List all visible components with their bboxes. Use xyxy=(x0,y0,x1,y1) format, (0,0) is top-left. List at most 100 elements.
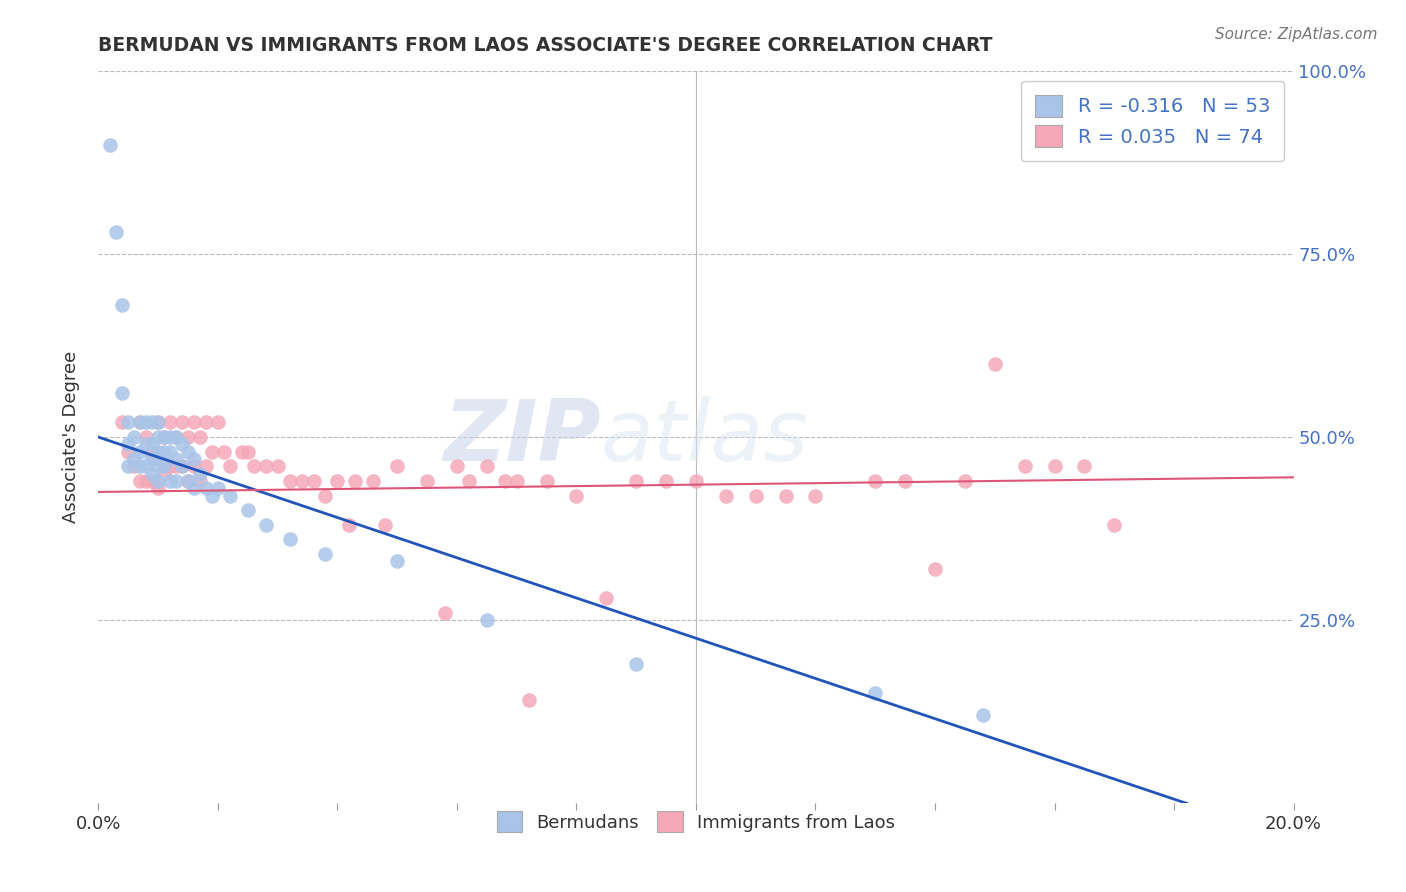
Point xyxy=(124,459,146,474)
Point xyxy=(135,437,157,451)
Point xyxy=(135,416,157,430)
Point xyxy=(1014,459,1036,474)
Point xyxy=(458,474,481,488)
Point xyxy=(165,474,187,488)
Point xyxy=(236,503,259,517)
Point xyxy=(153,430,176,444)
Point xyxy=(153,430,176,444)
Point xyxy=(159,416,181,430)
Point xyxy=(117,416,139,430)
Point xyxy=(745,489,768,503)
Point xyxy=(219,489,242,503)
Point xyxy=(159,430,181,444)
Text: ZIP: ZIP xyxy=(443,395,600,479)
Point xyxy=(804,489,827,503)
Point xyxy=(972,708,994,723)
Point xyxy=(894,474,917,488)
Text: Source: ZipAtlas.com: Source: ZipAtlas.com xyxy=(1215,27,1378,42)
Point xyxy=(207,481,229,495)
Point xyxy=(195,416,218,430)
Point xyxy=(177,430,200,444)
Point xyxy=(129,459,152,474)
Point xyxy=(207,416,229,430)
Point xyxy=(506,474,529,488)
Point xyxy=(243,459,266,474)
Point xyxy=(195,459,218,474)
Point xyxy=(111,416,134,430)
Point xyxy=(148,474,170,488)
Point xyxy=(278,474,301,488)
Point xyxy=(475,459,498,474)
Point xyxy=(385,459,409,474)
Point xyxy=(135,474,157,488)
Point xyxy=(267,459,290,474)
Point xyxy=(434,606,457,620)
Point xyxy=(278,533,301,547)
Point xyxy=(685,474,707,488)
Point xyxy=(183,416,205,430)
Point xyxy=(291,474,314,488)
Point xyxy=(153,467,176,481)
Point xyxy=(201,444,224,458)
Text: BERMUDAN VS IMMIGRANTS FROM LAOS ASSOCIATE'S DEGREE CORRELATION CHART: BERMUDAN VS IMMIGRANTS FROM LAOS ASSOCIA… xyxy=(98,36,993,54)
Point xyxy=(148,416,170,430)
Point xyxy=(183,459,205,474)
Point xyxy=(165,430,187,444)
Point xyxy=(626,474,648,488)
Point xyxy=(129,444,152,458)
Point xyxy=(924,562,946,576)
Point xyxy=(302,474,325,488)
Point xyxy=(565,489,588,503)
Point xyxy=(219,459,242,474)
Point xyxy=(201,489,224,503)
Point xyxy=(153,459,176,474)
Point xyxy=(117,459,139,474)
Point xyxy=(326,474,349,488)
Point xyxy=(177,474,200,488)
Point xyxy=(363,474,385,488)
Point xyxy=(141,444,163,458)
Point xyxy=(475,613,498,627)
Point xyxy=(494,474,516,488)
Point xyxy=(236,444,259,458)
Point xyxy=(775,489,797,503)
Point xyxy=(153,444,176,458)
Point xyxy=(195,481,218,495)
Point xyxy=(385,554,409,568)
Point xyxy=(536,474,558,488)
Point xyxy=(1073,459,1095,474)
Point xyxy=(159,474,181,488)
Point xyxy=(141,452,163,467)
Point xyxy=(315,489,337,503)
Text: atlas: atlas xyxy=(600,395,808,479)
Point xyxy=(141,467,163,481)
Point xyxy=(148,430,170,444)
Point xyxy=(165,430,187,444)
Point xyxy=(98,137,122,152)
Point xyxy=(172,437,194,451)
Point xyxy=(165,459,187,474)
Point xyxy=(111,386,134,401)
Point xyxy=(655,474,678,488)
Point xyxy=(117,437,139,451)
Point xyxy=(148,481,170,495)
Point xyxy=(141,437,163,451)
Point xyxy=(315,547,337,561)
Point xyxy=(953,474,976,488)
Point xyxy=(984,357,1007,371)
Point xyxy=(1104,517,1126,532)
Point xyxy=(446,459,468,474)
Point xyxy=(254,459,277,474)
Point xyxy=(124,430,146,444)
Point xyxy=(339,517,361,532)
Point xyxy=(135,430,157,444)
Point xyxy=(172,459,194,474)
Point xyxy=(517,693,540,707)
Point xyxy=(177,444,200,458)
Point xyxy=(595,591,617,605)
Point xyxy=(159,459,181,474)
Point xyxy=(148,444,170,458)
Y-axis label: Associate's Degree: Associate's Degree xyxy=(62,351,80,524)
Point xyxy=(626,657,648,671)
Point xyxy=(865,474,887,488)
